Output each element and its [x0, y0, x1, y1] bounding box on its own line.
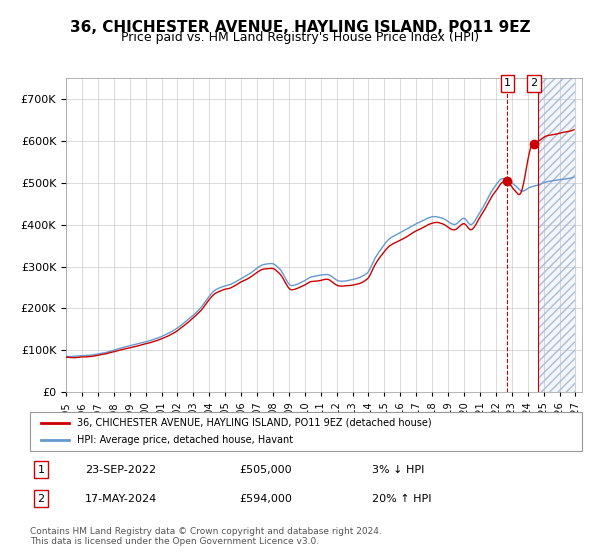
- Bar: [538, 78, 575, 392]
- Text: 20% ↑ HPI: 20% ↑ HPI: [372, 494, 432, 504]
- Text: 2: 2: [530, 78, 537, 88]
- Text: Contains HM Land Registry data © Crown copyright and database right 2024.
This d: Contains HM Land Registry data © Crown c…: [30, 526, 382, 546]
- Text: 17-MAY-2024: 17-MAY-2024: [85, 494, 157, 504]
- Text: 1: 1: [38, 465, 44, 475]
- Text: Price paid vs. HM Land Registry's House Price Index (HPI): Price paid vs. HM Land Registry's House …: [121, 31, 479, 44]
- Text: 23-SEP-2022: 23-SEP-2022: [85, 465, 157, 475]
- Text: 2: 2: [37, 494, 44, 504]
- Text: 36, CHICHESTER AVENUE, HAYLING ISLAND, PO11 9EZ (detached house): 36, CHICHESTER AVENUE, HAYLING ISLAND, P…: [77, 418, 431, 428]
- FancyBboxPatch shape: [30, 412, 582, 451]
- Text: HPI: Average price, detached house, Havant: HPI: Average price, detached house, Hava…: [77, 435, 293, 445]
- Bar: [538, 78, 575, 392]
- Text: 36, CHICHESTER AVENUE, HAYLING ISLAND, PO11 9EZ: 36, CHICHESTER AVENUE, HAYLING ISLAND, P…: [70, 20, 530, 35]
- Text: £505,000: £505,000: [240, 465, 292, 475]
- Text: 1: 1: [504, 78, 511, 88]
- Text: 3% ↓ HPI: 3% ↓ HPI: [372, 465, 425, 475]
- Text: £594,000: £594,000: [240, 494, 293, 504]
